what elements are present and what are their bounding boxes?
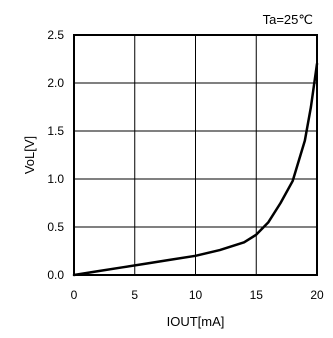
y-tick-label: 2.0: [47, 76, 64, 90]
y-tick-labels: 0.0 0.5 1.0 1.5 2.0 2.5: [47, 28, 64, 282]
x-tick-label: 20: [310, 288, 324, 302]
x-tick-label: 15: [250, 288, 264, 302]
series-line-0: [72, 62, 319, 277]
x-tick-label: 5: [131, 288, 138, 302]
x-axis-label: IOUT[mA]: [167, 314, 225, 329]
y-tick-label: 0.0: [47, 268, 64, 282]
y-tick-label: 1.5: [47, 124, 64, 138]
x-tick-labels: 0 5 10 15 20: [71, 288, 324, 302]
y-tick-label: 1.0: [47, 172, 64, 186]
y-tick-label: 2.5: [47, 28, 64, 42]
annotation-label: Ta=25℃: [263, 12, 313, 27]
plot-frame: [73, 34, 318, 276]
x-tick-label: 0: [71, 288, 78, 302]
y-axis-label: VoL[V]: [22, 136, 37, 174]
grid-lines: [74, 35, 317, 275]
y-tick-label: 0.5: [47, 220, 64, 234]
series-layer: [72, 62, 319, 277]
x-tick-label: 10: [189, 288, 203, 302]
